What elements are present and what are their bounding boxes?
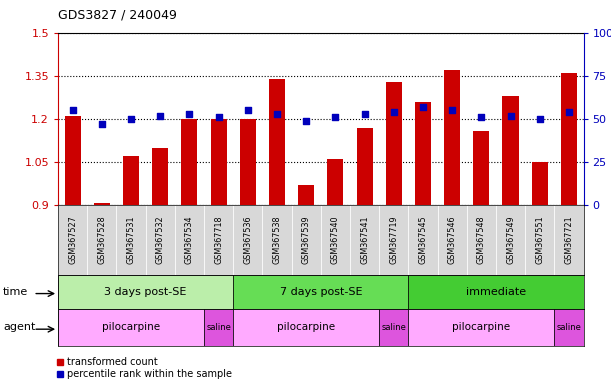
Bar — [379, 309, 408, 346]
Bar — [269, 79, 285, 205]
Text: GSM367528: GSM367528 — [97, 216, 106, 264]
Point — [506, 113, 516, 119]
Legend: transformed count, percentile rank within the sample: transformed count, percentile rank withi… — [57, 357, 233, 379]
Point — [331, 114, 340, 121]
Text: 7 days post-SE: 7 days post-SE — [279, 287, 362, 297]
Bar — [532, 162, 547, 205]
Bar — [123, 157, 139, 205]
Text: GSM367546: GSM367546 — [448, 216, 456, 264]
Bar — [386, 81, 402, 205]
Point — [418, 104, 428, 110]
Bar — [408, 205, 437, 275]
Bar — [379, 205, 408, 275]
Text: GSM367538: GSM367538 — [273, 216, 282, 264]
Bar — [474, 131, 489, 205]
Bar — [181, 119, 197, 205]
Bar — [502, 96, 519, 205]
Text: GSM367718: GSM367718 — [214, 216, 223, 264]
Point — [447, 107, 457, 114]
Text: immediate: immediate — [466, 287, 526, 297]
Bar — [58, 205, 87, 275]
Bar — [554, 309, 584, 346]
Bar — [415, 102, 431, 205]
Text: saline: saline — [381, 323, 406, 332]
Text: GSM367534: GSM367534 — [185, 216, 194, 264]
Bar — [233, 205, 262, 275]
Bar — [437, 205, 467, 275]
Bar — [554, 205, 584, 275]
Point — [243, 107, 253, 114]
Text: GSM367719: GSM367719 — [389, 216, 398, 264]
Bar — [496, 205, 525, 275]
Text: 3 days post-SE: 3 days post-SE — [104, 287, 187, 297]
Text: GDS3827 / 240049: GDS3827 / 240049 — [58, 8, 177, 21]
Text: GSM367548: GSM367548 — [477, 216, 486, 264]
Point — [272, 111, 282, 117]
Bar — [327, 159, 343, 205]
Bar — [357, 127, 373, 205]
Bar — [65, 116, 81, 205]
Text: GSM367551: GSM367551 — [535, 216, 544, 264]
Bar — [467, 205, 496, 275]
Bar — [321, 205, 350, 275]
Text: GSM367527: GSM367527 — [68, 216, 77, 264]
Point — [535, 116, 544, 122]
Text: GSM367536: GSM367536 — [243, 216, 252, 264]
Bar — [94, 203, 110, 205]
Text: GSM367545: GSM367545 — [419, 216, 428, 264]
Bar — [350, 205, 379, 275]
Bar — [87, 205, 117, 275]
Bar — [175, 205, 204, 275]
Text: agent: agent — [3, 322, 35, 333]
Text: GSM367549: GSM367549 — [506, 216, 515, 264]
Point — [155, 113, 165, 119]
Bar — [240, 119, 256, 205]
Point — [126, 116, 136, 122]
Text: GSM367540: GSM367540 — [331, 216, 340, 264]
Bar — [561, 73, 577, 205]
Point — [68, 107, 78, 114]
Bar — [204, 205, 233, 275]
Bar — [204, 309, 233, 346]
Text: saline: saline — [206, 323, 231, 332]
Bar — [262, 205, 291, 275]
Point — [214, 114, 224, 121]
Point — [97, 121, 107, 127]
Text: time: time — [3, 287, 28, 297]
Point — [389, 109, 398, 115]
Bar — [145, 205, 175, 275]
Bar — [211, 119, 227, 205]
Bar — [58, 275, 233, 309]
Text: GSM367531: GSM367531 — [126, 216, 136, 264]
Bar — [152, 148, 168, 205]
Point — [360, 111, 370, 117]
Text: saline: saline — [557, 323, 581, 332]
Text: GSM367532: GSM367532 — [156, 216, 165, 264]
Bar — [444, 70, 460, 205]
Bar — [408, 275, 584, 309]
Point — [301, 118, 311, 124]
Bar — [233, 309, 379, 346]
Point — [477, 114, 486, 121]
Text: pilocarpine: pilocarpine — [277, 322, 335, 333]
Point — [564, 109, 574, 115]
Text: pilocarpine: pilocarpine — [102, 322, 160, 333]
Bar — [233, 275, 408, 309]
Text: GSM367721: GSM367721 — [565, 216, 573, 264]
Bar — [291, 205, 321, 275]
Bar — [58, 309, 204, 346]
Bar — [298, 185, 314, 205]
Text: GSM367541: GSM367541 — [360, 216, 369, 264]
Text: pilocarpine: pilocarpine — [452, 322, 510, 333]
Bar — [525, 205, 554, 275]
Bar — [408, 309, 554, 346]
Bar — [117, 205, 145, 275]
Point — [185, 111, 194, 117]
Text: GSM367539: GSM367539 — [302, 216, 310, 264]
